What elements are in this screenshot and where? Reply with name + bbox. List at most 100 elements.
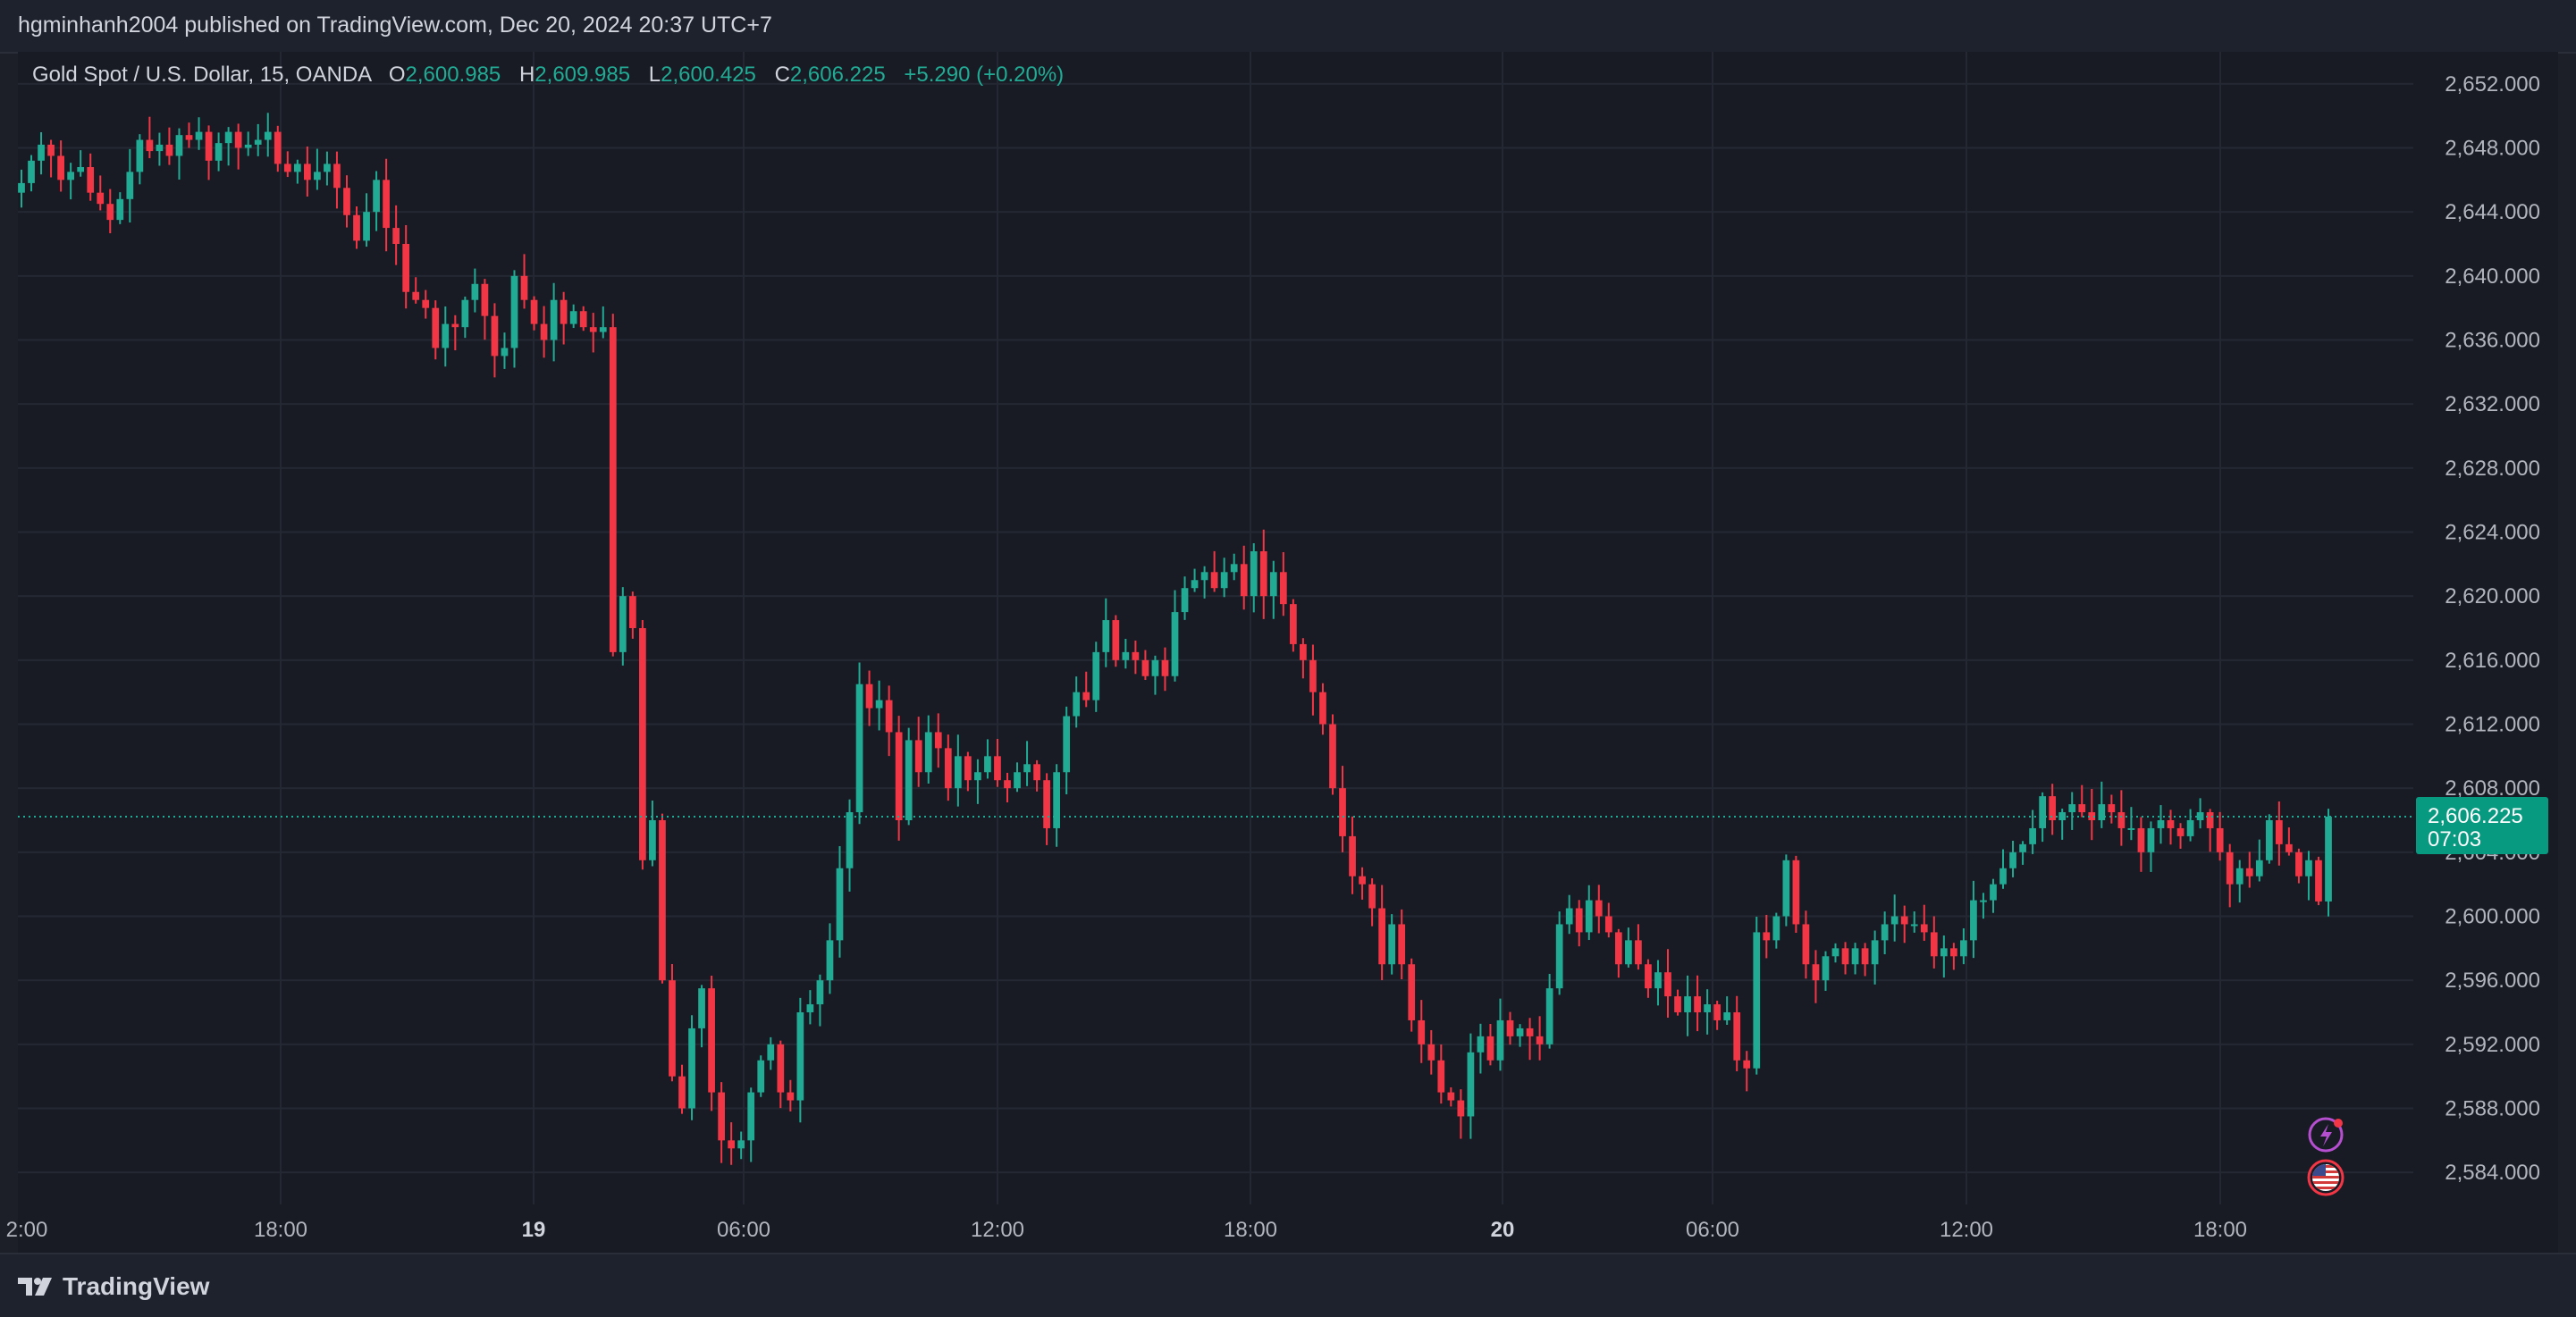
candle-body — [1368, 884, 1376, 909]
price-axis[interactable]: 2,652.000 2,648.000 2,644.000 2,640.000 2,63… — [2445, 72, 2540, 1185]
candle-body — [353, 214, 360, 241]
candle-body — [1526, 1028, 1534, 1036]
change-value: +5.290 (+0.20%) — [904, 63, 1065, 87]
candle-body — [659, 820, 666, 981]
candle-body — [1496, 1019, 1504, 1061]
tradingview-logo[interactable]: TradingView — [18, 1272, 209, 1301]
candle-body — [1092, 651, 1100, 700]
candle-body — [2078, 804, 2086, 813]
candle-body — [1447, 1092, 1455, 1101]
candle-body — [540, 323, 548, 340]
candle-body — [1151, 659, 1159, 676]
high-label: H — [518, 63, 535, 87]
candle-body — [1073, 692, 1081, 717]
chart-frame[interactable] — [18, 52, 2558, 1253]
candle-body — [1861, 948, 1869, 965]
price-tick-label: 2,652.000 — [2445, 72, 2540, 96]
candle-body — [87, 167, 95, 193]
tradingview-logo-icon — [18, 1278, 52, 1296]
candle-body — [18, 182, 25, 193]
candle-body — [1684, 996, 1691, 1012]
candle-body — [1122, 651, 1130, 660]
candle-body — [156, 144, 164, 152]
candle-body — [205, 131, 213, 161]
candle-body — [1713, 1004, 1722, 1020]
candle-body — [737, 1140, 745, 1149]
candle-body — [412, 291, 420, 300]
candle-body — [1014, 772, 1021, 789]
candle-body — [1053, 772, 1061, 828]
time-tick-label: 2:00 — [6, 1218, 48, 1242]
candle-body — [1210, 572, 1218, 589]
lightning-event-icon[interactable] — [2308, 1117, 2344, 1153]
candle-body — [1555, 924, 1563, 989]
candle-body — [1506, 1019, 1514, 1036]
candle-body — [1378, 908, 1385, 965]
candle-body — [954, 756, 962, 789]
candle-body — [806, 1004, 814, 1012]
open-value: 2,600.985 — [405, 63, 501, 87]
candle-body — [609, 327, 617, 652]
candle-body — [1733, 1012, 1741, 1061]
price-tick-label: 2,628.000 — [2445, 457, 2540, 481]
candle-body — [787, 1092, 795, 1101]
price-tick-label: 2,620.000 — [2445, 584, 2540, 608]
candle-body — [1418, 1019, 1426, 1044]
candle-body — [314, 172, 321, 180]
candle-body — [649, 820, 656, 860]
candle-body — [1339, 788, 1346, 836]
candle-body — [2108, 804, 2116, 813]
time-tick-label: 18:00 — [2193, 1218, 2247, 1242]
candle-body — [126, 172, 134, 199]
candle-body — [1545, 988, 1553, 1044]
candle-body — [1822, 956, 1830, 981]
candle-body — [816, 980, 824, 1005]
candle-body — [1999, 868, 2007, 885]
candle-body — [224, 131, 232, 144]
candlestick-chart[interactable]: 2,652.000 2,648.000 2,644.000 2,640.000 2,63… — [0, 0, 2576, 1253]
candle-body — [2305, 860, 2312, 877]
candle-body — [28, 160, 35, 183]
us-flag-event-icon[interactable] — [2307, 1159, 2344, 1196]
price-tick-label: 2,640.000 — [2445, 264, 2540, 289]
candle-body — [589, 327, 597, 332]
candle-body — [1900, 916, 1908, 925]
time-tick-label: 06:00 — [1686, 1218, 1739, 1242]
candle-body — [2068, 804, 2076, 813]
candle-body — [1704, 1004, 1711, 1012]
price-tick-label: 2,616.000 — [2445, 649, 2540, 673]
candle-body — [1240, 564, 1248, 597]
candle-body — [175, 135, 183, 156]
candle-body — [1980, 900, 1987, 902]
candle-body — [678, 1076, 686, 1109]
candle-body — [2315, 860, 2322, 902]
candle-body — [994, 756, 1001, 781]
time-tick-label: 12:00 — [1940, 1218, 1993, 1242]
candle-body — [1604, 916, 1612, 933]
candle-body — [363, 212, 370, 241]
candle-body — [264, 131, 272, 140]
candle-body — [1171, 612, 1179, 676]
candle-body — [718, 1092, 725, 1141]
last-price-tag: 2,606.225 07:03 — [2416, 796, 2548, 854]
candle-body — [875, 700, 883, 709]
candle-body — [2098, 804, 2106, 820]
candle-body — [855, 684, 863, 813]
candle-body — [1763, 932, 1771, 941]
candle-body — [1782, 860, 1790, 917]
candle-body — [1486, 1036, 1494, 1061]
candle-body — [1102, 620, 1110, 652]
candle-body — [885, 700, 893, 733]
candle-body — [1082, 692, 1090, 700]
candle-body — [1940, 948, 1948, 957]
candle-body — [234, 131, 242, 148]
time-axis[interactable]: 2:00 18:00 19 06:00 12:00 18:00 20 06:00 12:00 18… — [6, 1218, 2247, 1242]
high-value: 2,609.985 — [535, 63, 631, 87]
candle-body — [501, 348, 509, 357]
candle-body — [1230, 564, 1238, 573]
candle-body — [2137, 827, 2145, 852]
candle-body — [304, 164, 311, 180]
candle-body — [974, 772, 981, 781]
time-tick-label: 12:00 — [971, 1218, 1024, 1242]
candle-body — [1851, 948, 1859, 965]
